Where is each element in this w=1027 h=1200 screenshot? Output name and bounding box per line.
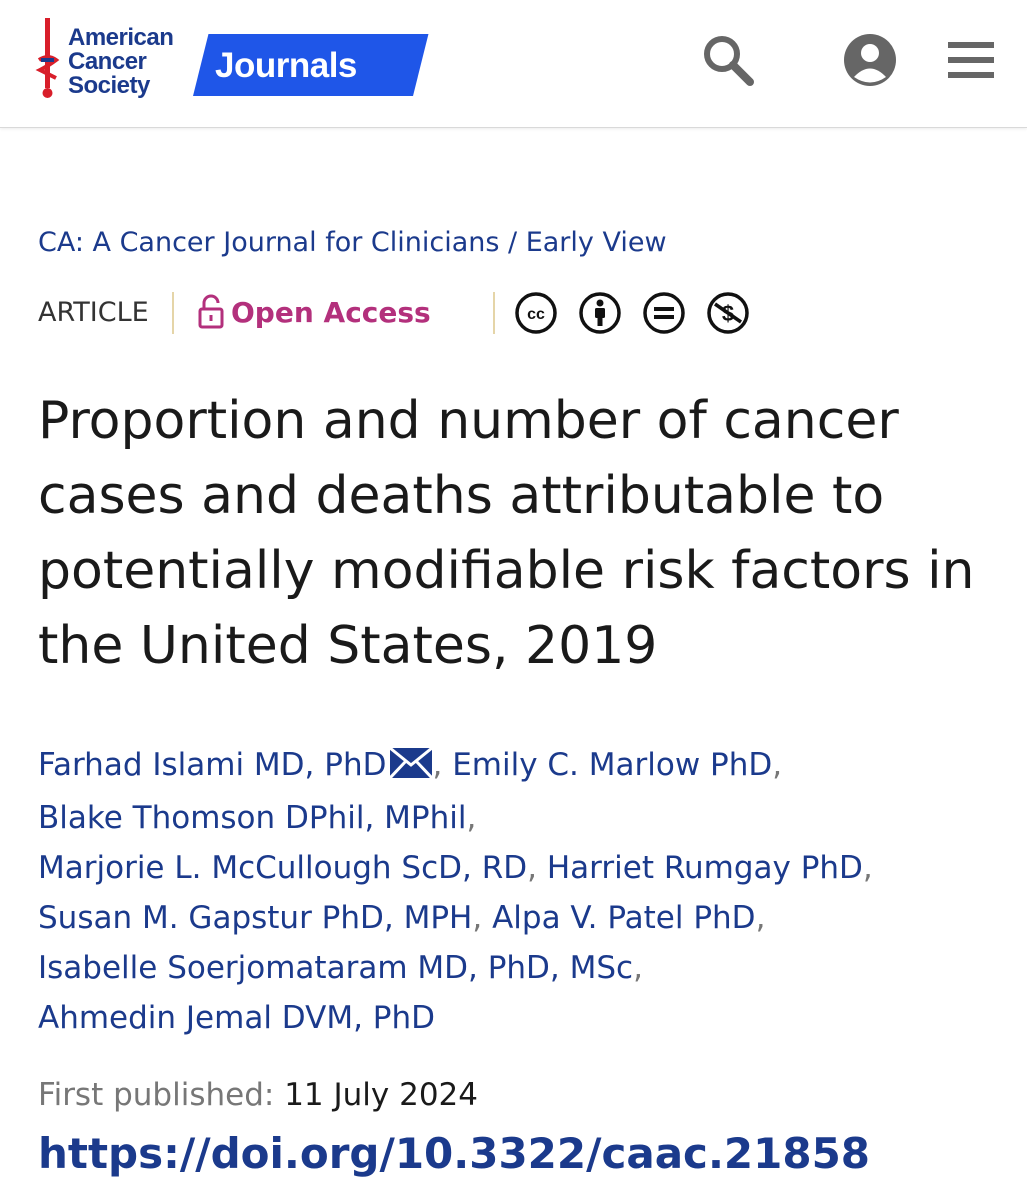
logo-line: Cancer (68, 48, 147, 75)
logo-line: American (68, 24, 174, 51)
nc-icon[interactable]: $ (706, 291, 750, 339)
menu-icon[interactable] (946, 32, 996, 92)
author-link[interactable]: Isabelle Soerjomataram MD, PhD, MSc (38, 950, 634, 986)
meta-divider (493, 292, 495, 334)
author-separator: , (466, 800, 477, 836)
author-line: Blake Thomson DPhil, MPhil, (38, 793, 1008, 843)
first-published-label: First published: (38, 1077, 275, 1113)
author-list: Farhad Islami MD, PhD, Emily C. Marlow P… (38, 740, 1008, 1043)
open-lock-icon (197, 294, 225, 334)
logo-line: Society (68, 72, 150, 99)
author-separator: , (755, 900, 766, 936)
acs-sword-logo-icon[interactable] (32, 18, 64, 108)
acs-logo-wordmark[interactable]: American Cancer Society (68, 24, 174, 99)
author-link[interactable]: Farhad Islami MD, PhD (38, 747, 387, 783)
account-icon[interactable] (842, 32, 898, 92)
by-icon[interactable] (578, 291, 622, 339)
article-meta-row: ARTICLE Open Access cc (38, 290, 798, 336)
doi-link[interactable]: https://doi.org/10.3322/caac.21858 (38, 1129, 871, 1178)
author-separator: , (633, 950, 643, 986)
open-access-label[interactable]: Open Access (231, 296, 431, 329)
author-link[interactable]: Susan M. Gapstur PhD, MPH (38, 900, 473, 936)
cc-icon[interactable]: cc (514, 291, 558, 339)
publication-date: First published: 11 July 2024 (38, 1074, 478, 1116)
author-link[interactable]: Emily C. Marlow PhD (452, 747, 773, 783)
journals-label[interactable]: Journals (215, 46, 357, 85)
svg-text:cc: cc (527, 306, 545, 323)
author-link[interactable]: Harriet Rumgay PhD (546, 850, 863, 886)
author-line: Susan M. Gapstur PhD, MPH, Alpa V. Patel… (38, 893, 1008, 943)
author-separator: , (862, 850, 873, 886)
first-published-date: 11 July 2024 (284, 1077, 478, 1113)
email-envelope-icon[interactable] (389, 743, 434, 793)
nd-icon[interactable] (642, 291, 686, 339)
author-separator: , (432, 747, 443, 783)
author-line: Ahmedin Jemal DVM, PhD (38, 993, 1008, 1043)
author-link[interactable]: Marjorie L. McCullough ScD, RD (38, 850, 528, 886)
author-separator: , (772, 747, 783, 783)
author-link[interactable]: Blake Thomson DPhil, MPhil (38, 800, 467, 836)
author-link[interactable]: Ahmedin Jemal DVM, PhD (38, 1000, 435, 1036)
author-line: Isabelle Soerjomataram MD, PhD, MSc, (38, 943, 1008, 993)
author-link[interactable]: Alpa V. Patel PhD (492, 900, 756, 936)
author-line: Farhad Islami MD, PhD, Emily C. Marlow P… (38, 740, 1008, 793)
author-separator: , (527, 850, 538, 886)
meta-divider (172, 292, 174, 334)
author-separator: , (472, 900, 483, 936)
article-title: Proportion and number of cancer cases an… (38, 391, 975, 676)
article-type-label: ARTICLE (38, 297, 149, 328)
journal-breadcrumb[interactable]: CA: A Cancer Journal for Clinicians / Ea… (38, 227, 667, 258)
site-header: American Cancer Society Journals (0, 0, 1027, 128)
author-line: Marjorie L. McCullough ScD, RD, Harriet … (38, 843, 1008, 893)
search-icon[interactable] (700, 32, 756, 92)
